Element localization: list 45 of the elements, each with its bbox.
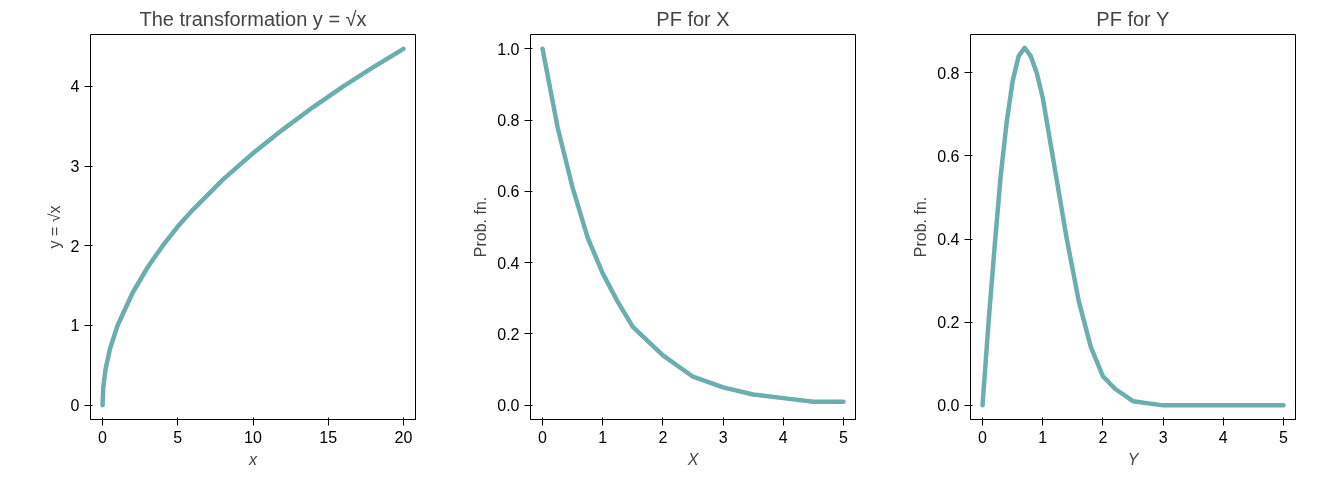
x-tick-label: 0 xyxy=(978,428,988,446)
y-tick-label: 0.0 xyxy=(497,397,520,415)
y-tick-label: 0.6 xyxy=(937,147,960,165)
line-series xyxy=(540,46,846,404)
x-tick-label: 1 xyxy=(1038,428,1048,446)
y-tick-label: 0.8 xyxy=(937,64,960,82)
x-tick-label: 1 xyxy=(598,428,608,446)
x-tick-label: 4 xyxy=(778,428,788,446)
x-axis-title: Y xyxy=(1127,450,1140,468)
y-tick-label: 0.6 xyxy=(497,183,520,201)
x-tick-label: 3 xyxy=(1158,428,1168,446)
y-axis-title: Prob. fn. xyxy=(472,196,490,258)
x-tick-label: 4 xyxy=(1218,428,1228,446)
y-tick-label: 0 xyxy=(70,397,80,415)
y-axis-title: Prob. fn. xyxy=(912,196,930,258)
y-tick-label: 0.8 xyxy=(497,112,520,130)
x-tick-label: 0 xyxy=(98,428,108,446)
x-tick-label: 0 xyxy=(538,428,548,446)
y-tick-label: 4 xyxy=(70,78,80,96)
y-tick-label: 0.2 xyxy=(937,314,960,332)
x-tick-label: 5 xyxy=(173,428,183,446)
x-tick-label: 20 xyxy=(394,428,413,446)
chart-title: PF for X xyxy=(656,7,730,30)
x-tick-label: 2 xyxy=(658,428,668,446)
chart-title: PF for Y xyxy=(1096,7,1170,30)
x-tick-label: 5 xyxy=(839,428,849,446)
y-tick-label: 2 xyxy=(70,237,80,255)
chart-title: The transformation y = √x xyxy=(139,7,367,30)
y-tick-label: 3 xyxy=(70,158,80,176)
x-axis-title: x xyxy=(248,450,258,468)
y-tick-label: 0.4 xyxy=(497,254,520,272)
x-tick-label: 2 xyxy=(1098,428,1108,446)
line-series xyxy=(980,45,1286,408)
y-tick-label: 0.0 xyxy=(937,397,960,415)
x-tick-label: 3 xyxy=(718,428,728,446)
y-tick-label: 0.2 xyxy=(497,325,520,343)
line-series xyxy=(100,46,406,408)
y-tick-label: 1 xyxy=(70,317,80,335)
y-tick-label: 0.4 xyxy=(937,231,960,249)
y-tick-label: 1.0 xyxy=(497,40,520,58)
x-axis-title: X xyxy=(686,450,700,468)
x-tick-label: 5 xyxy=(1279,428,1289,446)
x-tick-label: 15 xyxy=(319,428,338,446)
y-axis-title: y = √x xyxy=(45,205,63,249)
x-tick-label: 10 xyxy=(244,428,262,446)
